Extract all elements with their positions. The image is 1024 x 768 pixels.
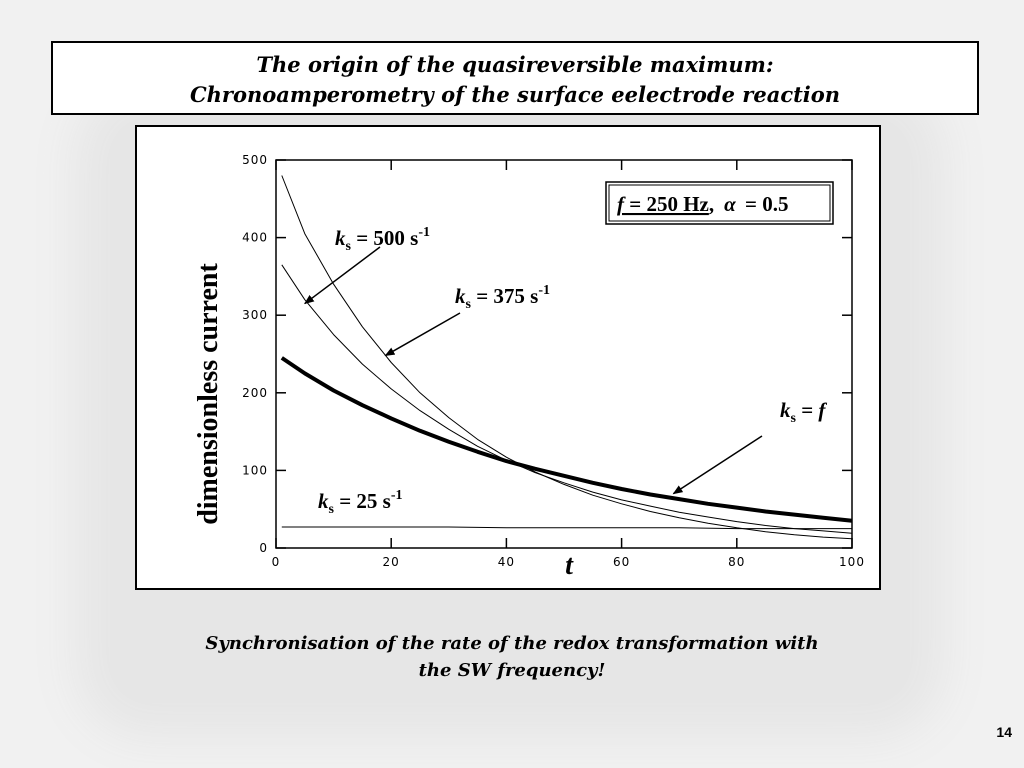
annotation-ks-25: ks = 25 s-1: [318, 488, 403, 517]
parameter-separator: ,: [709, 192, 714, 216]
annotation-ks-25-sub: s: [329, 502, 335, 517]
series-line-0: [281, 175, 853, 540]
annotation-ks-500: ks = 500 s-1: [335, 225, 430, 254]
chronoamperometry-chart: 0 100 200 300 400 500 0 20 40 60 80 100 dimensionle…: [193, 153, 865, 581]
parameter-text: f = 250 Hz, α = 0.5: [617, 192, 788, 216]
alpha-value: = 0.5: [740, 192, 789, 216]
frequency-value: = 250 Hz: [624, 192, 709, 216]
annotation-ks-25-k: k: [318, 489, 329, 513]
annotation-ks-375-sup: -1: [538, 283, 550, 298]
slide-caption-line-2: the SW frequency!: [418, 660, 606, 681]
y-tick-label: 500: [242, 153, 268, 167]
x-tick-label: 40: [498, 555, 515, 569]
slide-page-number: 14: [996, 724, 1012, 740]
annotation-ks-25-sup: -1: [391, 488, 403, 503]
x-tick-label: 100: [839, 555, 865, 569]
slide-title-line-2: Chronoamperometry of the surface eelectr…: [189, 82, 841, 107]
annotation-ks-f-value: =: [796, 398, 818, 422]
slide-title-box: The origin of the quasireversible maximu…: [51, 41, 979, 115]
slide-title-line-1: The origin of the quasireversible maximu…: [256, 52, 774, 77]
y-tick-label: 400: [242, 231, 268, 245]
series-line-2: [280, 356, 853, 523]
annotation-ks-500-sup: -1: [418, 225, 430, 240]
x-tick-label: 20: [383, 555, 400, 569]
chart-frame: 0 100 200 300 400 500 0 20 40 60 80 100 dimensionle…: [135, 125, 881, 590]
series-line-1: [281, 264, 853, 534]
annotation-ks-f-arrow: [672, 435, 763, 495]
annotation-ks-500-sub: s: [346, 239, 352, 254]
annotation-ks-f-sub: s: [791, 411, 797, 426]
parameter-box-inner: [608, 184, 831, 222]
x-axis-label: t: [565, 550, 574, 581]
annotation-ks-25-value: = 25 s: [334, 489, 391, 513]
series-layer: [280, 175, 853, 540]
annotation-ks-f-symbol: f: [818, 398, 827, 422]
x-tick-label: 0: [272, 555, 281, 569]
annotation-ks-375-sub: s: [466, 297, 472, 312]
annotation-ks-f: ks = f: [780, 398, 827, 426]
parameter-box: [605, 181, 834, 225]
y-tick-label: 100: [242, 463, 268, 477]
axis-ticks: 0 100 200 300 400 500 0 20 40 60 80 100: [242, 153, 865, 569]
slide-caption-line-1: Synchronisation of the rate of the redox…: [205, 633, 819, 654]
annotation-ks-375: ks = 375 s-1: [455, 283, 550, 312]
plot-area: [275, 159, 853, 549]
frequency-symbol: f: [617, 192, 626, 216]
annotation-ks-500-arrow: [304, 246, 381, 305]
series-line-3: [281, 526, 852, 530]
x-tick-label: 80: [728, 555, 745, 569]
annotation-ks-500-k: k: [335, 226, 346, 250]
annotation-ks-375-arrow: [384, 312, 461, 357]
y-axis-label: dimensionless current: [193, 263, 224, 525]
alpha-symbol: α: [724, 192, 736, 216]
annotation-ks-375-k: k: [455, 284, 466, 308]
slide-caption: Synchronisation of the rate of the redox…: [112, 630, 912, 684]
y-tick-label: 0: [259, 541, 268, 555]
annotation-ks-375-value: = 375 s: [471, 284, 538, 308]
annotation-ks-500-value: = 500 s: [351, 226, 418, 250]
annotation-ks-f-k: k: [780, 398, 791, 422]
x-tick-label: 60: [613, 555, 630, 569]
y-tick-label: 200: [242, 386, 268, 400]
y-tick-label: 300: [242, 308, 268, 322]
